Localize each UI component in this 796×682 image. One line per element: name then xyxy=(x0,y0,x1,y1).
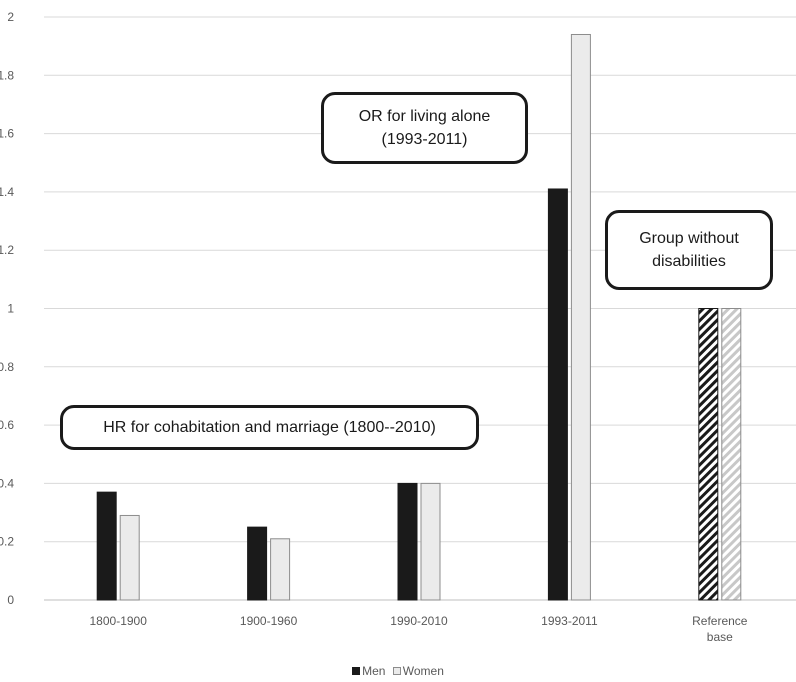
annotation-or-line1: OR for living alone xyxy=(358,108,491,125)
bar-women-3 xyxy=(570,33,591,601)
y-tick-label: 1.4 xyxy=(0,185,14,199)
bars xyxy=(96,33,742,601)
bar-men-2 xyxy=(397,482,418,601)
bar-men-0 xyxy=(96,491,117,601)
legend-item-women: Women xyxy=(392,664,444,678)
bar-women-0 xyxy=(119,514,140,601)
legend-label-men: Men xyxy=(362,664,386,678)
y-axis-ticks: 0 0.2 0.4 0.6 0.8 1 1.2 1.4 1.6 1.8 2 xyxy=(0,10,14,607)
legend-label-women: Women xyxy=(402,664,444,678)
y-tick-label: 0.2 xyxy=(0,535,14,549)
bar-men-1 xyxy=(247,526,268,601)
bar-men-3 xyxy=(547,188,568,601)
annotation-group-line1: Group without xyxy=(639,230,739,247)
y-tick-label: 0.4 xyxy=(0,476,14,490)
x-axis-ticks: 1800-1900 1900-1960 1990-2010 1993-2011 Refe… xyxy=(90,614,748,644)
x-tick-label: 1900-1960 xyxy=(240,614,298,628)
y-tick-label: 0 xyxy=(7,593,14,607)
y-tick-label: 0.6 xyxy=(0,418,14,432)
y-tick-label: 2 xyxy=(7,10,14,24)
legend-swatch-women xyxy=(392,667,401,675)
y-tick-label: 1.6 xyxy=(0,127,14,141)
y-tick-label: 0.8 xyxy=(0,360,14,374)
bar-women-2 xyxy=(420,482,441,601)
annotation-hr-text: HR for cohabitation and marriage (1800--… xyxy=(103,419,436,436)
bar-men-4 xyxy=(698,308,719,601)
bar-women-4 xyxy=(721,308,742,601)
legend: Men Women xyxy=(0,664,796,678)
x-tick-label: 1990-2010 xyxy=(390,614,448,628)
x-tick-label: 1800-1900 xyxy=(90,614,148,628)
annotation-group-without-disabilities: Group without disabilities xyxy=(605,210,773,290)
legend-item-men: Men xyxy=(352,664,385,678)
annotation-or-line2: (1993-2011) xyxy=(381,131,468,148)
x-tick-label: 1993-2011 xyxy=(541,614,598,628)
y-tick-label: 1 xyxy=(7,302,14,316)
annotation-or-living-alone: OR for living alone (1993-2011) xyxy=(321,92,528,164)
annotation-group-line2: disabilities xyxy=(652,253,726,270)
y-tick-label: 1.2 xyxy=(0,243,14,257)
annotation-hr-cohabitation: HR for cohabitation and marriage (1800--… xyxy=(60,405,479,450)
legend-swatch-men xyxy=(352,667,361,675)
y-tick-label: 1.8 xyxy=(0,68,14,82)
bar-women-1 xyxy=(270,538,291,601)
x-tick-label: Reference base xyxy=(692,614,748,644)
